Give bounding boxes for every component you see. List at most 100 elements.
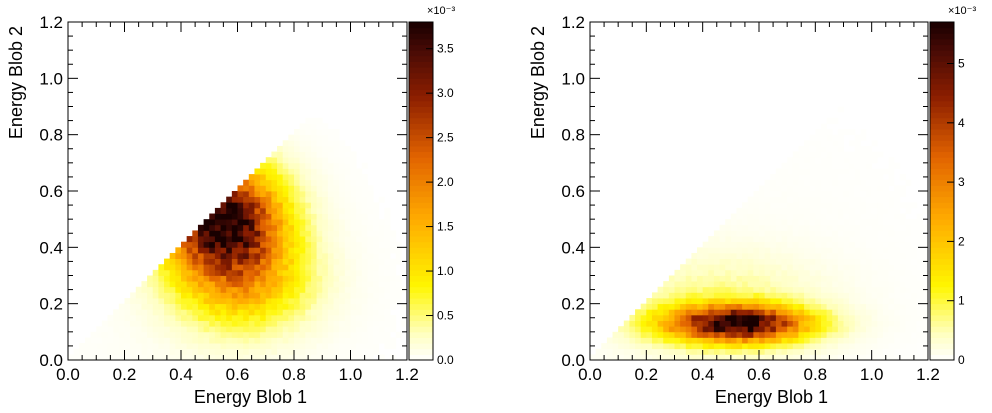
heatmap-cell — [356, 331, 363, 338]
heatmap-cell — [373, 269, 380, 276]
heatmap-cell — [713, 281, 720, 288]
heatmap-cell — [854, 286, 861, 293]
colorbar-segment — [409, 72, 433, 79]
heatmap-cell — [849, 252, 856, 259]
heatmap-cell — [367, 292, 374, 299]
heatmap-cell — [209, 326, 216, 333]
heatmap-cell — [899, 224, 906, 231]
heatmap-cell — [888, 224, 895, 231]
heatmap-cell — [130, 314, 137, 321]
heatmap-cell — [657, 326, 664, 333]
colorbar-tick-label: 2 — [958, 234, 965, 248]
heatmap-cell — [854, 309, 861, 316]
heatmap-cell — [197, 348, 204, 355]
heatmap-cell — [708, 247, 715, 254]
heatmap-cell — [282, 286, 289, 293]
heatmap-cell — [277, 145, 284, 152]
heatmap-cell — [254, 264, 261, 271]
heatmap-cell — [271, 343, 278, 350]
heatmap-cell — [282, 219, 289, 226]
heatmap-cell — [130, 298, 137, 305]
heatmap-cell — [277, 219, 284, 226]
heatmap-cell — [367, 326, 374, 333]
heatmap-cell — [843, 354, 850, 361]
heatmap-cell — [130, 337, 137, 344]
heatmap-cell — [254, 202, 261, 209]
heatmap-cell — [742, 331, 749, 338]
colorbar-segment — [409, 95, 433, 102]
heatmap-cell — [651, 320, 658, 327]
heatmap-cell — [905, 292, 912, 299]
heatmap-cell — [837, 348, 844, 355]
heatmap-cell — [725, 303, 732, 310]
heatmap-cell — [254, 224, 261, 231]
heatmap-cell — [344, 303, 351, 310]
heatmap-cell — [294, 264, 301, 271]
heatmap-cell — [854, 281, 861, 288]
heatmap-cell — [747, 219, 754, 226]
heatmap-cell — [826, 286, 833, 293]
heatmap-cell — [798, 247, 805, 254]
heatmap-cell — [288, 252, 295, 259]
heatmap-cell — [894, 202, 901, 209]
heatmap-cell — [792, 286, 799, 293]
heatmap-cell — [294, 241, 301, 248]
heatmap-cell — [719, 292, 726, 299]
heatmap-cell — [860, 275, 867, 282]
heatmap-cell — [725, 264, 732, 271]
heatmap-cell — [248, 174, 255, 181]
heatmap-cell — [265, 337, 272, 344]
heatmap-cell — [373, 258, 380, 265]
heatmap-cell — [815, 354, 822, 361]
heatmap-cell — [118, 343, 125, 350]
heatmap-cell — [209, 241, 216, 248]
heatmap-cell — [373, 213, 380, 220]
heatmap-cell — [866, 207, 873, 214]
heatmap-cell — [322, 151, 329, 158]
heatmap-cell — [877, 236, 884, 243]
heatmap-cell — [356, 348, 363, 355]
heatmap-cell — [770, 343, 777, 350]
heatmap-cell — [101, 343, 108, 350]
heatmap-cell — [770, 275, 777, 282]
heatmap-cell — [322, 219, 329, 226]
heatmap-cell — [299, 314, 306, 321]
heatmap-cell — [181, 303, 188, 310]
heatmap-cell — [299, 213, 306, 220]
heatmap-cell — [192, 348, 199, 355]
heatmap-cell — [832, 224, 839, 231]
heatmap-cell — [339, 207, 346, 214]
heatmap-cell — [333, 269, 340, 276]
colorbar-segment — [930, 331, 954, 338]
heatmap-cell — [367, 281, 374, 288]
heatmap-cell — [305, 275, 312, 282]
heatmap-cell — [618, 326, 625, 333]
heatmap-cell — [590, 354, 597, 361]
heatmap-cell — [764, 298, 771, 305]
heatmap-cell — [197, 331, 204, 338]
heatmap-cell — [860, 286, 867, 293]
colorbar-segment — [409, 213, 433, 220]
heatmap-cell — [826, 134, 833, 141]
heatmap-cell — [899, 202, 906, 209]
heatmap-cell — [203, 309, 210, 316]
heatmap-cell — [713, 258, 720, 265]
heatmap-cell — [316, 123, 323, 130]
heatmap-cell — [826, 337, 833, 344]
heatmap-cell — [837, 219, 844, 226]
heatmap-cell — [815, 162, 822, 169]
heatmap-cell — [361, 207, 368, 214]
heatmap-cell — [277, 269, 284, 276]
heatmap-cell — [333, 145, 340, 152]
colorbar-segment — [930, 348, 954, 355]
heatmap-cell — [871, 269, 878, 276]
colorbar-segment — [409, 140, 433, 147]
y-tick-label: 0.4 — [561, 238, 585, 257]
heatmap-cell — [680, 331, 687, 338]
heatmap-cell — [702, 348, 709, 355]
heatmap-cell — [657, 331, 664, 338]
heatmap-cell — [282, 196, 289, 203]
heatmap-cell — [147, 303, 154, 310]
heatmap-cell — [192, 331, 199, 338]
